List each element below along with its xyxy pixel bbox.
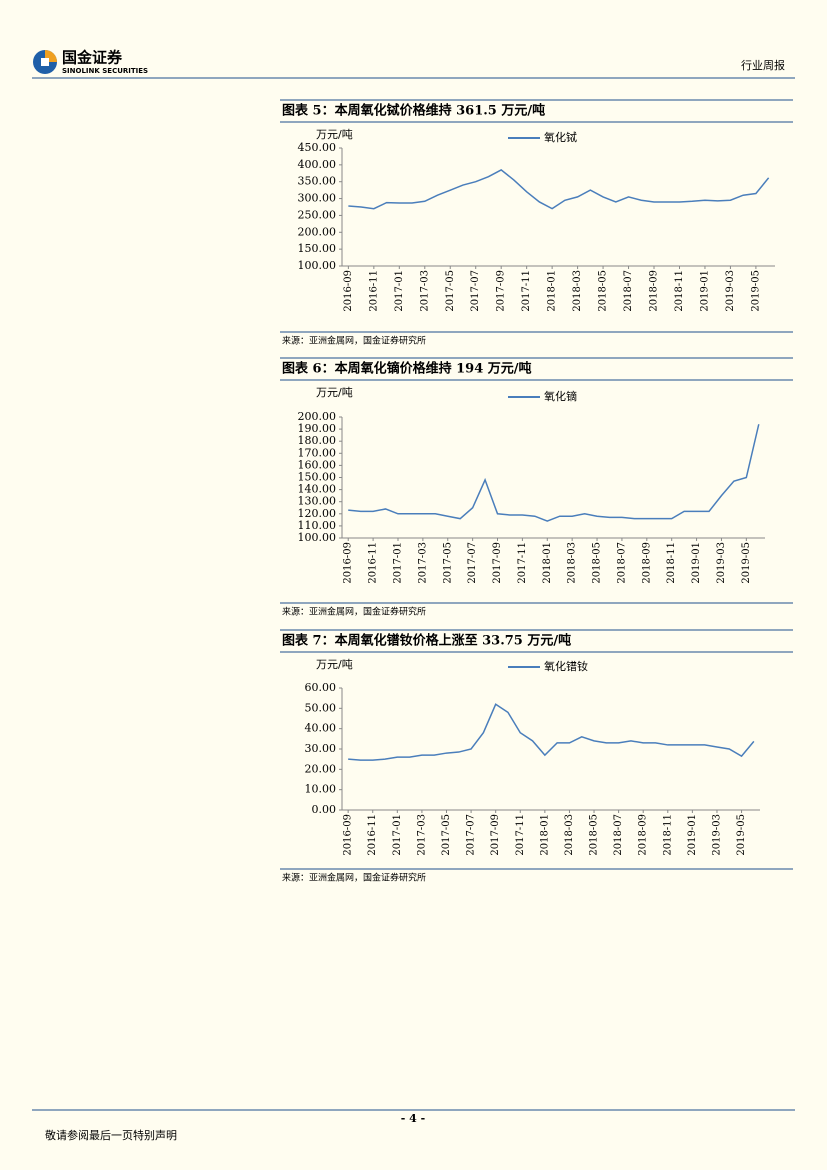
x-tick-label: 2019-01 bbox=[687, 814, 698, 856]
y-tick-label: 100.00 bbox=[298, 259, 337, 272]
x-tick-label: 2018-05 bbox=[598, 270, 609, 312]
y-axis-label: 万元/吨 bbox=[316, 386, 353, 399]
x-tick-label: 2018-01 bbox=[542, 542, 553, 584]
logo-sub: SINOLINK SECURITIES bbox=[62, 67, 148, 75]
x-tick-label: 2016-11 bbox=[368, 542, 379, 584]
y-tick-label: 50.00 bbox=[305, 701, 337, 714]
x-tick-label: 2019-01 bbox=[691, 542, 702, 584]
figure-caption: 图表 5：本周氧化铽价格维持 361.5 万元/吨 bbox=[282, 103, 545, 119]
x-tick-label: 2016-09 bbox=[343, 814, 354, 856]
x-tick-label: 2018-01 bbox=[539, 814, 550, 856]
disclaimer: 敬请参阅最后一页特别声明 bbox=[45, 1128, 177, 1142]
x-tick-label: 2017-11 bbox=[517, 542, 528, 584]
y-tick-label: 250.00 bbox=[298, 208, 337, 221]
x-tick-label: 2016-11 bbox=[368, 270, 379, 312]
x-tick-label: 2018-09 bbox=[638, 814, 649, 856]
x-tick-label: 2018-03 bbox=[567, 542, 578, 584]
legend-label: 氧化铽 bbox=[544, 130, 577, 144]
logo-text: 国金证券 bbox=[62, 49, 123, 67]
x-tick-label: 2016-09 bbox=[343, 542, 354, 584]
y-tick-label: 20.00 bbox=[305, 762, 337, 775]
legend-label: 氧化镨钕 bbox=[544, 659, 588, 673]
x-tick-label: 2017-09 bbox=[496, 270, 507, 312]
legend-label: 氧化镝 bbox=[544, 389, 577, 403]
y-tick-label: 140.00 bbox=[298, 483, 337, 496]
y-tick-label: 150.00 bbox=[298, 242, 337, 255]
data-line bbox=[348, 169, 770, 210]
x-tick-label: 2018-11 bbox=[662, 814, 673, 856]
y-tick-label: 100.00 bbox=[298, 531, 337, 544]
x-tick-label: 2017-01 bbox=[392, 542, 403, 584]
x-tick-label: 2016-11 bbox=[367, 814, 378, 856]
y-tick-label: 170.00 bbox=[298, 446, 337, 459]
x-tick-label: 2017-03 bbox=[416, 814, 427, 856]
x-tick-label: 2018-05 bbox=[592, 542, 603, 584]
x-tick-label: 2019-05 bbox=[736, 814, 747, 856]
y-tick-label: 150.00 bbox=[298, 471, 337, 484]
x-tick-label: 2018-07 bbox=[616, 542, 627, 584]
x-tick-label: 2017-11 bbox=[521, 270, 532, 312]
x-tick-label: 2017-01 bbox=[394, 270, 405, 312]
y-tick-label: 130.00 bbox=[298, 495, 337, 508]
source: 来源：亚洲金属网，国金证券研究所 bbox=[282, 606, 426, 618]
x-tick-label: 2018-03 bbox=[564, 814, 575, 856]
x-tick-label: 2017-11 bbox=[515, 814, 526, 856]
x-tick-label: 2018-09 bbox=[641, 542, 652, 584]
y-tick-label: 450.00 bbox=[298, 141, 337, 154]
data-line bbox=[348, 703, 755, 761]
y-tick-label: 120.00 bbox=[298, 507, 337, 520]
y-tick-label: 0.00 bbox=[312, 803, 337, 816]
y-tick-label: 350.00 bbox=[298, 175, 337, 188]
x-tick-label: 2018-05 bbox=[589, 814, 600, 856]
y-tick-label: 400.00 bbox=[298, 158, 337, 171]
x-tick-label: 2017-07 bbox=[466, 814, 477, 856]
source: 来源：亚洲金属网，国金证券研究所 bbox=[282, 335, 426, 347]
x-tick-label: 2018-07 bbox=[623, 270, 634, 312]
x-tick-label: 2017-05 bbox=[442, 542, 453, 584]
x-tick-label: 2017-07 bbox=[470, 270, 481, 312]
x-tick-label: 2017-05 bbox=[445, 270, 456, 312]
y-tick-label: 200.00 bbox=[298, 410, 337, 423]
y-tick-label: 180.00 bbox=[298, 434, 337, 447]
x-tick-label: 2017-07 bbox=[467, 542, 478, 584]
x-tick-label: 2016-09 bbox=[343, 270, 354, 312]
x-tick-label: 2018-11 bbox=[674, 270, 685, 312]
x-tick-label: 2019-05 bbox=[741, 542, 752, 584]
figure-caption: 图表 7：本周氧化镨钕价格上涨至 33.75 万元/吨 bbox=[282, 633, 571, 649]
x-tick-label: 2019-05 bbox=[750, 270, 761, 312]
y-tick-label: 300.00 bbox=[298, 192, 337, 205]
x-tick-label: 2017-03 bbox=[419, 270, 430, 312]
y-tick-label: 190.00 bbox=[298, 422, 337, 435]
x-tick-label: 2018-11 bbox=[666, 542, 677, 584]
y-tick-label: 160.00 bbox=[298, 458, 337, 471]
y-tick-label: 10.00 bbox=[305, 783, 337, 796]
data-line bbox=[348, 424, 760, 522]
x-tick-label: 2018-01 bbox=[547, 270, 558, 312]
x-tick-label: 2017-09 bbox=[492, 542, 503, 584]
x-tick-label: 2017-09 bbox=[490, 814, 501, 856]
source: 来源：亚洲金属网，国金证券研究所 bbox=[282, 872, 426, 884]
x-tick-label: 2018-07 bbox=[613, 814, 624, 856]
figure-caption: 图表 6：本周氧化镝价格维持 194 万元/吨 bbox=[282, 361, 532, 377]
x-tick-label: 2019-01 bbox=[699, 270, 710, 312]
x-tick-label: 2018-09 bbox=[649, 270, 660, 312]
y-axis-label: 万元/吨 bbox=[316, 658, 353, 671]
x-tick-label: 2019-03 bbox=[711, 814, 722, 856]
y-tick-label: 40.00 bbox=[305, 722, 337, 735]
x-tick-label: 2017-05 bbox=[441, 814, 452, 856]
y-tick-label: 60.00 bbox=[305, 681, 337, 694]
logo-icon bbox=[33, 50, 57, 74]
x-tick-label: 2017-01 bbox=[392, 814, 403, 856]
x-tick-label: 2018-03 bbox=[572, 270, 583, 312]
y-tick-label: 30.00 bbox=[305, 742, 337, 755]
x-tick-label: 2017-03 bbox=[417, 542, 428, 584]
y-axis-label: 万元/吨 bbox=[316, 128, 353, 141]
y-tick-label: 110.00 bbox=[298, 519, 337, 532]
page-number: - 4 - bbox=[401, 1112, 425, 1125]
x-tick-label: 2019-03 bbox=[716, 542, 727, 584]
section: 行业周报 bbox=[741, 58, 785, 72]
y-tick-label: 200.00 bbox=[298, 225, 337, 238]
x-tick-label: 2019-03 bbox=[725, 270, 736, 312]
